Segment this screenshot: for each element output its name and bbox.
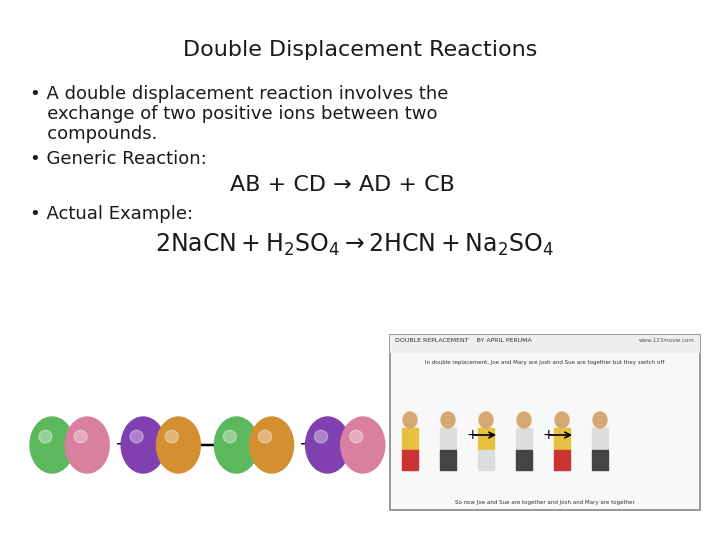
Bar — [478, 450, 494, 470]
Ellipse shape — [593, 412, 607, 428]
Bar — [440, 428, 456, 450]
Text: Double Displacement Reactions: Double Displacement Reactions — [183, 40, 537, 60]
Ellipse shape — [479, 412, 493, 428]
Ellipse shape — [165, 430, 179, 443]
Ellipse shape — [39, 430, 52, 443]
Ellipse shape — [258, 430, 271, 443]
Bar — [440, 450, 456, 470]
Text: • Actual Example:: • Actual Example: — [30, 205, 193, 223]
Text: +: + — [115, 435, 132, 455]
Text: +: + — [466, 428, 478, 442]
Bar — [402, 450, 418, 470]
Ellipse shape — [403, 412, 417, 428]
Text: compounds.: compounds. — [30, 125, 158, 143]
Ellipse shape — [441, 412, 455, 428]
Ellipse shape — [250, 417, 294, 473]
Ellipse shape — [341, 417, 384, 473]
Ellipse shape — [517, 412, 531, 428]
Bar — [554, 428, 570, 450]
Bar — [478, 428, 494, 450]
Bar — [390, 335, 700, 510]
Ellipse shape — [215, 417, 258, 473]
Bar — [402, 428, 418, 450]
Ellipse shape — [315, 430, 328, 443]
Ellipse shape — [121, 417, 165, 473]
Text: +: + — [300, 435, 316, 455]
Ellipse shape — [66, 417, 109, 473]
Text: So now Joe and Sue are together and Josh and Mary are together: So now Joe and Sue are together and Josh… — [455, 500, 635, 505]
Ellipse shape — [74, 430, 87, 443]
Text: In double replacement, Joe and Mary are Josh and Sue are together but they switc: In double replacement, Joe and Mary are … — [426, 360, 665, 365]
Ellipse shape — [130, 430, 143, 443]
Ellipse shape — [305, 417, 350, 473]
Ellipse shape — [223, 430, 236, 443]
Ellipse shape — [156, 417, 200, 473]
Text: $\mathregular{2NaCN + H_2SO_4 \rightarrow 2HCN + Na_2SO_4}$: $\mathregular{2NaCN + H_2SO_4 \rightarro… — [155, 232, 554, 258]
Bar — [592, 450, 608, 470]
Text: • A double displacement reaction involves the: • A double displacement reaction involve… — [30, 85, 449, 103]
Text: exchange of two positive ions between two: exchange of two positive ions between tw… — [30, 105, 438, 123]
Ellipse shape — [555, 412, 569, 428]
Bar — [390, 335, 700, 353]
Bar — [516, 450, 532, 470]
Text: • Generic Reaction:: • Generic Reaction: — [30, 150, 207, 168]
Bar — [554, 450, 570, 470]
Ellipse shape — [30, 417, 74, 473]
Text: AB + CD → AD + CB: AB + CD → AD + CB — [230, 175, 455, 195]
Text: www.123movie.com: www.123movie.com — [639, 338, 695, 343]
Text: DOUBLE REPLACEMENT    BY APRIL PERUMA: DOUBLE REPLACEMENT BY APRIL PERUMA — [395, 338, 532, 343]
Bar — [592, 428, 608, 450]
Text: +: + — [542, 428, 554, 442]
Ellipse shape — [350, 430, 363, 443]
Bar — [516, 428, 532, 450]
